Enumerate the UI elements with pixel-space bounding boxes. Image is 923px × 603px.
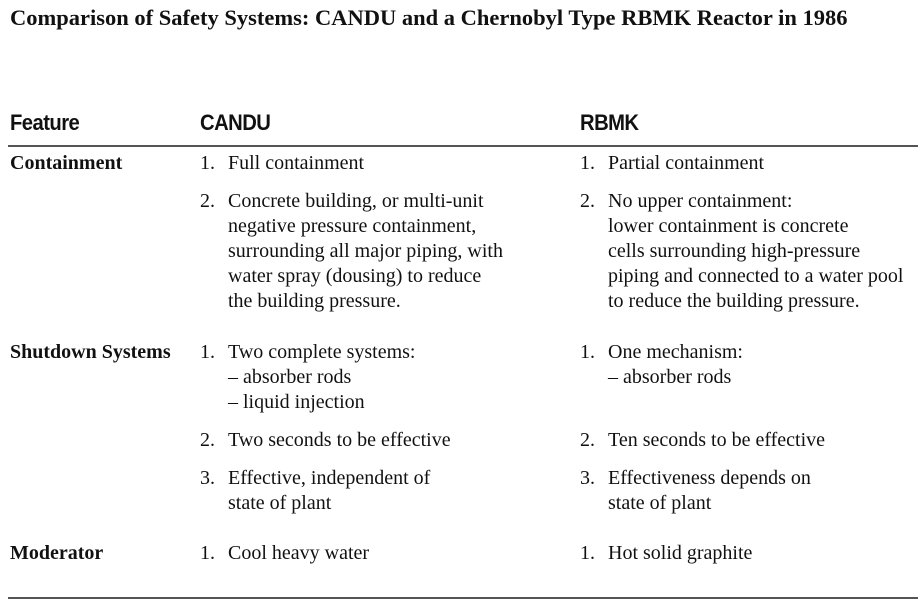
bottom-divider — [8, 597, 918, 599]
item-number: 1. — [200, 341, 215, 363]
item-text-line: Hot solid graphite — [608, 542, 753, 564]
item-text-line: Full containment — [228, 152, 365, 174]
item-text-line: Two seconds to be effective — [228, 429, 451, 451]
item-text-line: water spray (dousing) to reduce — [228, 265, 482, 287]
header-divider — [8, 145, 918, 147]
feature-label: Containment — [10, 152, 123, 174]
item-text-line: to reduce the building pressure. — [608, 290, 860, 312]
item-text-line: the building pressure. — [228, 290, 401, 312]
item-number: 1. — [580, 341, 595, 363]
item-number: 2. — [580, 429, 595, 451]
header-candu: CANDU — [200, 110, 271, 135]
item-text-line: cells surrounding high-pressure — [608, 240, 861, 262]
item-text-line: Partial containment — [608, 152, 765, 174]
item-text-line: Concrete building, or multi-unit — [228, 190, 484, 212]
feature-label: Moderator — [10, 542, 104, 564]
item-text-line: lower containment is concrete — [608, 215, 849, 237]
item-number: 1. — [200, 152, 215, 174]
item-text-line: surrounding all major piping, with — [228, 240, 503, 262]
item-text-line: – absorber rods — [608, 366, 732, 388]
item-text-line: negative pressure containment, — [228, 215, 477, 237]
feature-label: Shutdown Systems — [10, 341, 171, 363]
item-text-line: – absorber rods — [228, 366, 352, 388]
item-number: 3. — [580, 467, 595, 489]
item-number: 2. — [200, 429, 215, 451]
item-number: 1. — [200, 542, 215, 564]
item-text-line: Effectiveness depends on — [608, 467, 811, 489]
item-number: 2. — [200, 190, 215, 212]
item-text-line: – liquid injection — [228, 391, 365, 413]
item-text-line: piping and connected to a water pool — [608, 265, 904, 287]
item-text-line: One mechanism: — [608, 341, 743, 363]
item-number: 2. — [580, 190, 595, 212]
page-title: Comparison of Safety Systems: CANDU and … — [10, 5, 848, 30]
item-text-line: Ten seconds to be effective — [608, 429, 826, 451]
item-text-line: No upper containment: — [608, 190, 793, 212]
header-rbmk: RBMK — [580, 110, 639, 135]
header-feature: Feature — [10, 110, 80, 135]
item-number: 3. — [200, 467, 215, 489]
item-number: 1. — [580, 152, 595, 174]
item-text-line: state of plant — [608, 492, 712, 514]
item-number: 1. — [580, 542, 595, 564]
item-text-line: Cool heavy water — [228, 542, 370, 564]
item-text-line: Effective, independent of — [228, 467, 431, 489]
item-text-line: state of plant — [228, 492, 332, 514]
item-text-line: Two complete systems: — [228, 341, 416, 363]
